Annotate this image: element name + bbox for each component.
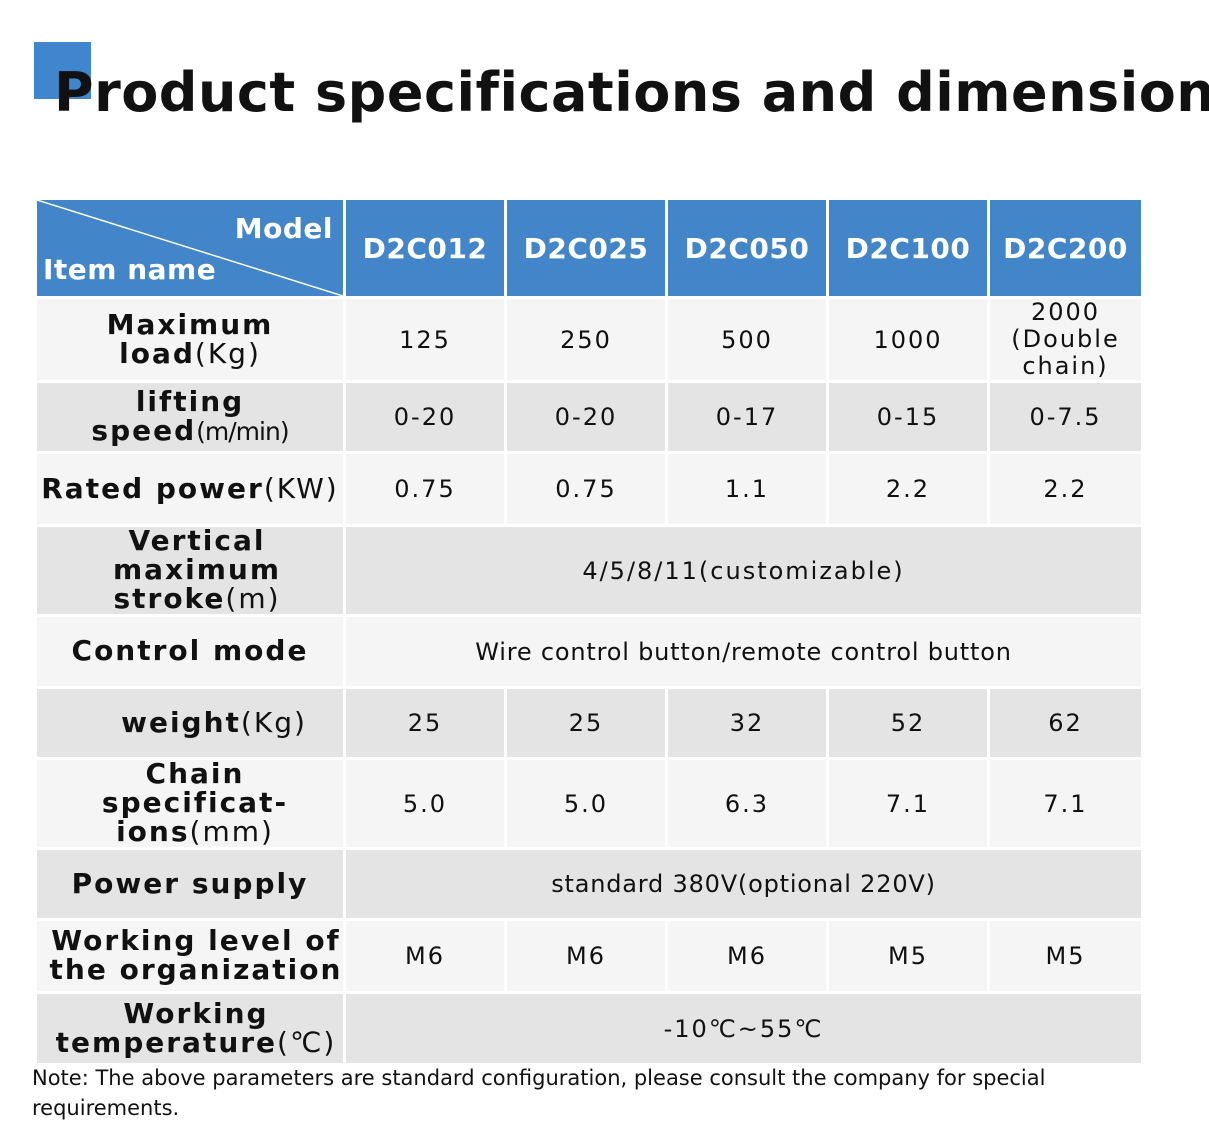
table-cell-merged: 4/5/8/11(customizable): [343, 524, 1144, 617]
table-row: Chain specificat-ions(mm) 5.0 5.0 6.3 7.…: [34, 757, 1144, 850]
table-cell: 7.1: [826, 757, 990, 850]
spec-table: Model Item name D2C012 D2C025 D2C050 D2C…: [34, 197, 1144, 1066]
table-cell: 0-17: [665, 380, 829, 454]
row-label: Chain specificat-ions(mm): [34, 757, 346, 850]
table-row: weight(Kg) 25 25 32 52 62: [34, 686, 1144, 760]
table-cell: 25: [504, 686, 668, 760]
table-cell: M5: [826, 918, 990, 994]
table-row: Power supply standard 380V(optional 220V…: [34, 847, 1144, 921]
table-cell: 62: [987, 686, 1144, 760]
table-cell: 52: [826, 686, 990, 760]
table-cell: M5: [987, 918, 1144, 994]
table-header-row: Model Item name D2C012 D2C025 D2C050 D2C…: [34, 197, 1144, 299]
page-title: Product specifications and dimensions: [54, 61, 1209, 124]
table-cell: 0-7.5: [987, 380, 1144, 454]
table-row: lifting speed(m/min) 0-20 0-20 0-17 0-15…: [34, 380, 1144, 454]
model-header: D2C025: [504, 197, 668, 299]
table-cell-merged: standard 380V(optional 220V): [343, 847, 1144, 921]
table-cell: 5.0: [343, 757, 507, 850]
model-header: D2C200: [987, 197, 1144, 299]
row-label: weight(Kg): [34, 686, 346, 760]
row-label: Control mode: [34, 614, 346, 689]
model-header: D2C012: [343, 197, 507, 299]
table-row: Working temperature(℃) -10℃~55℃: [34, 991, 1144, 1066]
table-cell: 0-20: [343, 380, 507, 454]
table-cell: M6: [665, 918, 829, 994]
table-cell: 2.2: [826, 451, 990, 527]
table-cell: 2000 (Double chain): [987, 296, 1144, 383]
table-cell: 0-15: [826, 380, 990, 454]
title-accent-square: [34, 42, 91, 99]
table-row: Maximum load(Kg) 125 250 500 1000 2000 (D…: [34, 296, 1144, 383]
table-cell-merged: -10℃~55℃: [343, 991, 1144, 1066]
table-cell: 7.1: [987, 757, 1144, 850]
row-label: lifting speed(m/min): [34, 380, 346, 454]
row-label: Working temperature(℃): [34, 991, 346, 1066]
table-cell: M6: [343, 918, 507, 994]
table-cell: 500: [665, 296, 829, 383]
diagonal-divider: [37, 200, 343, 296]
table-cell: 0-20: [504, 380, 668, 454]
header-corner-cell: Model Item name: [34, 197, 346, 299]
table-cell: M6: [504, 918, 668, 994]
table-row: Vertical maximum stroke(m) 4/5/8/11(custo…: [34, 524, 1144, 617]
model-header: D2C100: [826, 197, 990, 299]
table-row: Control mode Wire control button/remote …: [34, 614, 1144, 689]
model-header: D2C050: [665, 197, 829, 299]
model-header-label: Model: [234, 212, 333, 245]
row-label: Maximum load(Kg): [34, 296, 346, 383]
table-cell: 25: [343, 686, 507, 760]
table-cell: 1000: [826, 296, 990, 383]
footnote: Note: The above parameters are standard …: [32, 1066, 1046, 1120]
table-cell-merged: Wire control button/remote control butto…: [343, 614, 1144, 689]
row-label: Rated power(KW): [34, 451, 346, 527]
table-cell: 0.75: [504, 451, 668, 527]
table-cell: 125: [343, 296, 507, 383]
table-cell: 6.3: [665, 757, 829, 850]
table-cell: 2.2: [987, 451, 1144, 527]
table-cell: 0.75: [343, 451, 507, 527]
row-label: Working level of the organization: [34, 918, 346, 994]
table-cell: 32: [665, 686, 829, 760]
item-name-header-label: Item name: [43, 253, 217, 286]
table-cell: 250: [504, 296, 668, 383]
row-label: Vertical maximum stroke(m): [34, 524, 346, 617]
row-label: Power supply: [34, 847, 346, 921]
table-cell: 5.0: [504, 757, 668, 850]
table-row: Working level of the organization M6 M6 M…: [34, 918, 1144, 994]
table-cell: 1.1: [665, 451, 829, 527]
table-row: Rated power(KW) 0.75 0.75 1.1 2.2 2.2: [34, 451, 1144, 527]
